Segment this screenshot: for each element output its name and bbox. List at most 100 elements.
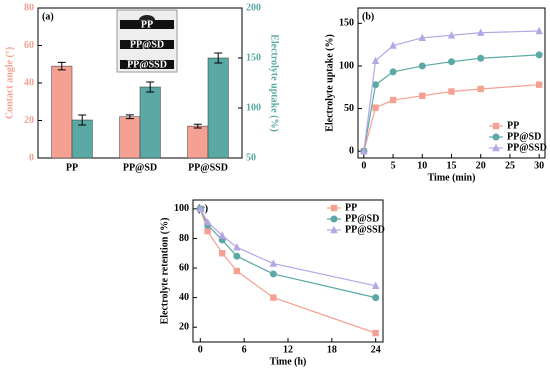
marker: [535, 26, 543, 35]
x-tick-label: 30: [534, 160, 544, 171]
y2-tick-label: 100: [246, 102, 261, 113]
y2-tick-label: 50: [246, 152, 256, 163]
y-tick-label: 100: [174, 203, 189, 214]
legend-label: PP@SD: [507, 131, 541, 142]
x-axis-label: Time (min): [428, 172, 476, 183]
bar: [207, 57, 229, 159]
marker: [448, 58, 455, 66]
x-tick-label: 6: [242, 344, 247, 355]
legend-marker: [330, 215, 338, 223]
y-tick-label: 40: [179, 292, 189, 303]
marker: [448, 88, 455, 95]
y2-tick-label: 200: [246, 2, 261, 13]
y-tick-label: 0: [29, 152, 34, 163]
x-tick-label: PP@SD: [123, 162, 157, 173]
y-tick-label: 80: [179, 233, 189, 244]
marker: [447, 31, 456, 39]
marker: [535, 51, 543, 59]
legend-label: PP: [507, 120, 519, 131]
x-tick-label: 18: [327, 344, 337, 355]
error-bar: [214, 52, 223, 64]
marker: [389, 96, 397, 104]
x-tick-label: 24: [371, 344, 381, 355]
marker: [418, 62, 426, 70]
x-tick-label: PP: [66, 162, 78, 173]
marker: [389, 68, 397, 76]
x-tick-label: 20: [476, 160, 486, 171]
marker: [418, 33, 426, 42]
inset-label: PP@SSD: [127, 59, 167, 70]
marker: [233, 252, 241, 260]
y-tick-label: 40: [24, 77, 34, 88]
x-tick-label: 12: [283, 344, 293, 355]
inset-label: PP: [141, 19, 153, 30]
marker: [372, 104, 379, 111]
legend-marker: [330, 204, 338, 212]
marker: [196, 204, 205, 213]
marker: [269, 259, 278, 267]
y-tick-label: 20: [24, 115, 34, 126]
error-bar: [78, 114, 87, 126]
y-tick-label: 100: [339, 60, 354, 71]
y-tick-label: 150: [339, 18, 354, 29]
y-axis-label: Contact angle (°): [4, 47, 15, 119]
marker: [204, 227, 211, 235]
error-bar: [125, 114, 134, 120]
y2-tick-label: 150: [246, 52, 261, 63]
marker: [372, 294, 380, 302]
series-line: [199, 208, 376, 287]
bar: [51, 65, 73, 159]
y-tick-label: 20: [179, 322, 189, 333]
marker: [233, 267, 241, 275]
marker: [477, 85, 484, 93]
bar: [119, 116, 141, 159]
x-axis-label: Time (h): [270, 356, 307, 367]
marker: [371, 281, 380, 289]
marker: [372, 81, 380, 89]
marker: [477, 28, 485, 36]
x-tick-label: 25: [505, 160, 515, 171]
y-tick-label: 50: [344, 103, 354, 114]
x-tick-label: 5: [391, 160, 396, 171]
inset-strip: [120, 40, 174, 49]
error-bar: [193, 123, 202, 129]
x-tick-label: 0: [198, 344, 203, 355]
x-tick-label: 15: [447, 160, 457, 171]
x-tick-label: 10: [417, 160, 427, 171]
legend-label: PP@SSD: [345, 224, 385, 235]
marker: [371, 56, 380, 65]
panel-label: (b): [362, 11, 374, 22]
legend-marker: [330, 225, 338, 234]
marker: [219, 250, 226, 257]
marker: [477, 54, 485, 62]
legend-marker: [492, 143, 500, 152]
marker: [269, 270, 277, 278]
y2-axis-label: Electrolyte uptake (%): [269, 34, 280, 132]
y-tick-label: 0: [349, 145, 354, 156]
marker: [218, 231, 226, 239]
legend-label: PP@SD: [345, 213, 379, 224]
panel-label: (a): [42, 11, 54, 22]
marker: [372, 329, 379, 337]
y-tick-label: 60: [24, 40, 34, 51]
marker: [203, 217, 212, 226]
x-tick-label: 0: [361, 160, 366, 171]
x-tick-label: PP@SSD: [188, 162, 228, 173]
error-bar: [146, 81, 155, 93]
bar: [187, 125, 209, 159]
bar: [139, 86, 161, 159]
legend-label: PP@SSD: [507, 142, 547, 153]
inset-label: PP@SD: [130, 39, 164, 50]
y-axis-label: Electrolyte uptake (%): [324, 34, 335, 132]
marker: [360, 146, 368, 155]
error-bar: [57, 61, 66, 71]
marker: [389, 41, 397, 49]
marker: [535, 81, 543, 88]
legend-marker: [492, 122, 500, 130]
marker: [233, 243, 241, 251]
legend-label: PP: [345, 202, 357, 213]
inset-strip: [120, 60, 174, 69]
marker: [270, 294, 277, 301]
bar: [71, 119, 93, 159]
